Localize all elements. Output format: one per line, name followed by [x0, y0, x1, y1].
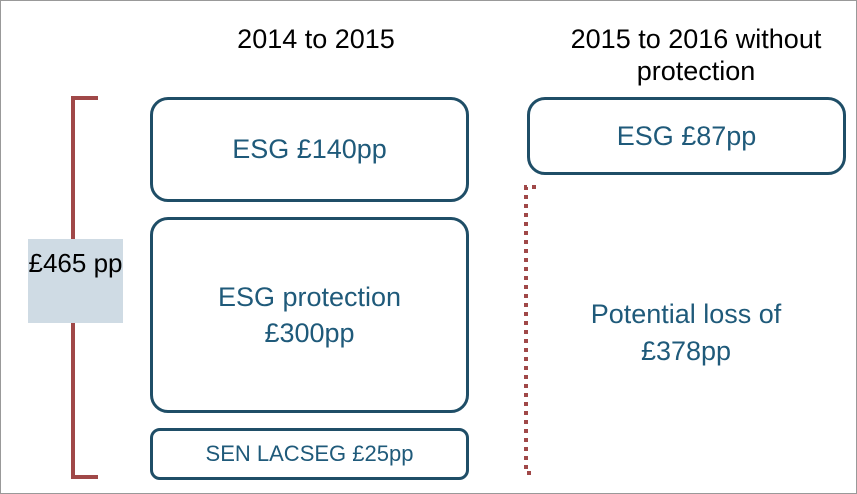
total-label: £465 pp — [28, 248, 123, 278]
box: ESG protection £300pp — [150, 217, 469, 413]
column-title: 2014 to 2015 — [237, 24, 395, 54]
loss-label: Potential loss of £378pp — [590, 299, 782, 366]
box: ESG £87pp — [527, 97, 846, 175]
column-title: 2015 to 2016 without protection — [570, 24, 822, 86]
loss-bracket — [524, 185, 536, 475]
total-box — [28, 239, 123, 323]
box: SEN LACSEG £25pp — [150, 428, 469, 480]
box: ESG £140pp — [150, 97, 469, 202]
